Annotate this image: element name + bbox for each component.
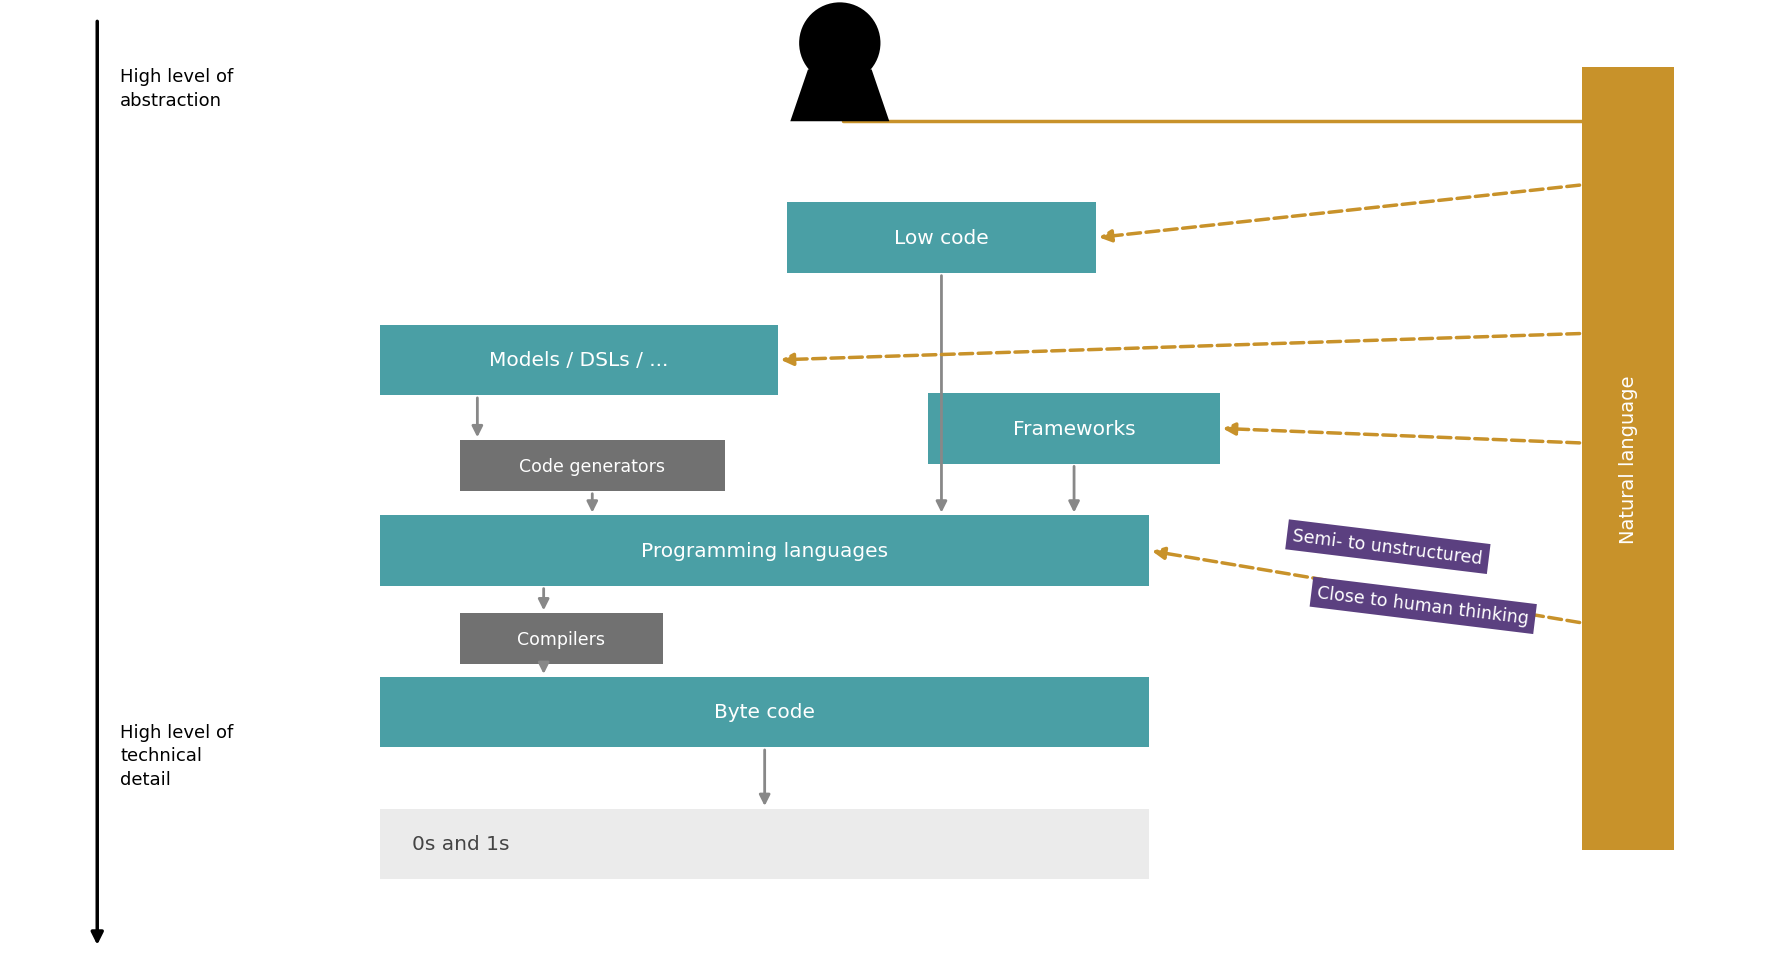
- Text: Compilers: Compilers: [518, 630, 605, 648]
- Text: Semi- to unstructured: Semi- to unstructured: [1292, 527, 1483, 568]
- FancyBboxPatch shape: [787, 203, 1096, 274]
- Text: Low code: Low code: [895, 229, 988, 248]
- FancyBboxPatch shape: [380, 325, 778, 396]
- Text: High level of
abstraction: High level of abstraction: [120, 68, 233, 110]
- Text: Code generators: Code generators: [520, 457, 665, 475]
- FancyBboxPatch shape: [380, 516, 1149, 586]
- Text: Programming languages: Programming languages: [642, 541, 888, 561]
- FancyBboxPatch shape: [1582, 68, 1674, 850]
- Text: Byte code: Byte code: [714, 702, 815, 722]
- Text: Models / DSLs / ...: Models / DSLs / ...: [490, 351, 668, 370]
- FancyBboxPatch shape: [460, 614, 663, 664]
- FancyBboxPatch shape: [460, 441, 725, 491]
- Text: Natural language: Natural language: [1619, 375, 1637, 543]
- Text: 0s and 1s: 0s and 1s: [412, 834, 509, 854]
- Text: Frameworks: Frameworks: [1013, 419, 1135, 439]
- Text: High level of
technical
detail: High level of technical detail: [120, 723, 233, 788]
- FancyBboxPatch shape: [380, 809, 1149, 879]
- FancyBboxPatch shape: [928, 394, 1220, 464]
- Polygon shape: [790, 70, 889, 122]
- Text: Close to human thinking: Close to human thinking: [1317, 584, 1529, 627]
- FancyBboxPatch shape: [380, 677, 1149, 747]
- Ellipse shape: [799, 3, 880, 85]
